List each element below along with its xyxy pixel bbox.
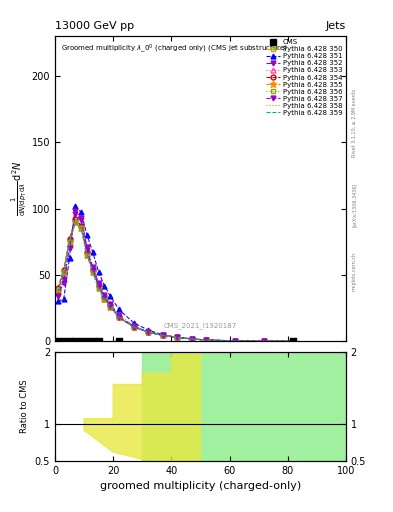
- Polygon shape: [142, 352, 346, 461]
- Text: Jets: Jets: [325, 22, 346, 31]
- Polygon shape: [84, 352, 200, 461]
- Text: mcplots.cern.ch: mcplots.cern.ch: [352, 252, 357, 291]
- Point: [55, 337, 61, 346]
- Point: [66, 337, 73, 346]
- Point: [116, 337, 122, 346]
- Y-axis label: $\frac{1}{\mathrm{d}N/\mathrm{d}p_\mathrm{T}\,\mathrm{d}\lambda}\,\mathrm{d}^2N$: $\frac{1}{\mathrm{d}N/\mathrm{d}p_\mathr…: [9, 161, 29, 217]
- Point: [95, 337, 102, 346]
- Point: [84, 337, 90, 346]
- Text: Groomed multiplicity $\lambda\_0^0$ (charged only) (CMS jet substructure): Groomed multiplicity $\lambda\_0^0$ (cha…: [61, 42, 288, 55]
- Point: [72, 337, 79, 346]
- Text: 13000 GeV pp: 13000 GeV pp: [55, 22, 134, 31]
- Text: Rivet 3.1.10, ≥ 2.9M events: Rivet 3.1.10, ≥ 2.9M events: [352, 89, 357, 157]
- Point: [90, 337, 96, 346]
- Text: CMS_2021_I1920187: CMS_2021_I1920187: [164, 323, 237, 329]
- Y-axis label: Ratio to CMS: Ratio to CMS: [20, 379, 29, 433]
- Text: [arXiv:1306.3436]: [arXiv:1306.3436]: [352, 183, 357, 227]
- Point: [78, 337, 84, 346]
- Point: [61, 337, 67, 346]
- X-axis label: groomed multiplicity (charged-only): groomed multiplicity (charged-only): [100, 481, 301, 491]
- Point: [290, 337, 297, 346]
- Legend: CMS, Pythia 6.428 350, Pythia 6.428 351, Pythia 6.428 352, Pythia 6.428 353, Pyt: CMS, Pythia 6.428 350, Pythia 6.428 351,…: [266, 39, 342, 116]
